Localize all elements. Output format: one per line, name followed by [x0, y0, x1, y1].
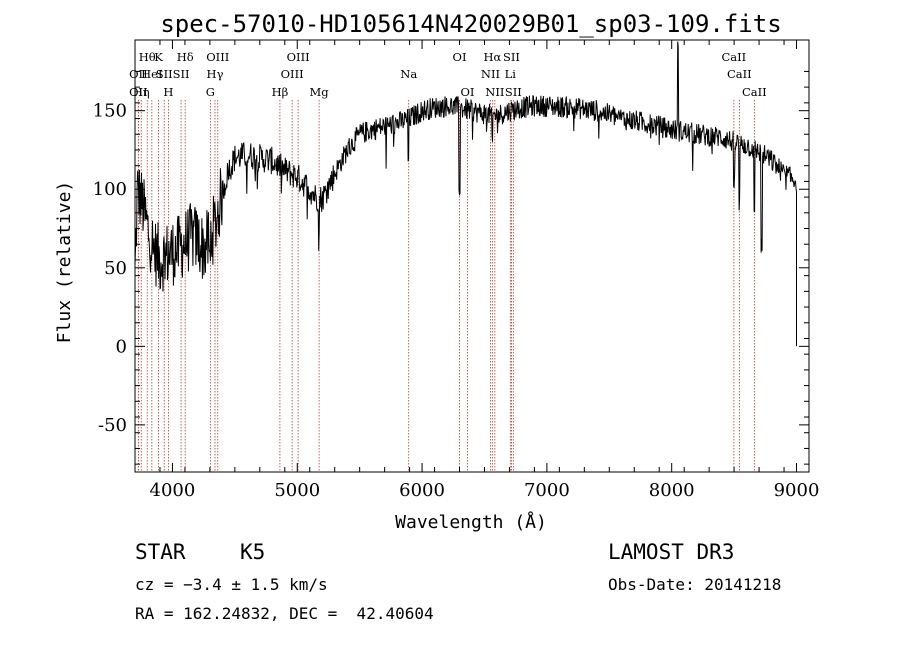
line-marker-label: CaII: [727, 67, 752, 81]
y-tick-label: -50: [98, 415, 127, 436]
line-marker-label: HeI: [141, 67, 162, 81]
spectrum-chart: spec-57010-HD105614N420029B01_sp03-109.f…: [54, 10, 820, 533]
object-class: STAR: [135, 540, 186, 564]
line-marker-label: H: [163, 85, 173, 99]
line-marker-label: OIII: [281, 67, 304, 81]
line-marker-label: SII: [173, 67, 190, 81]
line-marker-label: Na: [400, 67, 417, 81]
line-marker-label: NII: [481, 67, 500, 81]
line-marker-label: Hη: [133, 85, 150, 99]
line-marker-label: SII: [156, 67, 173, 81]
x-tick-label: 7000: [524, 480, 570, 501]
line-marker-label: SII: [503, 50, 520, 64]
line-marker-label: CaII: [742, 85, 767, 99]
line-marker-label: OIII: [287, 50, 310, 64]
line-marker-label: Li: [505, 67, 517, 81]
line-marker-label: K: [154, 50, 163, 64]
survey-name: LAMOST DR3: [608, 540, 735, 564]
line-marker-label: OIII: [206, 50, 229, 64]
x-axis-label: Wavelength (Å): [395, 511, 547, 533]
line-marker-label: OII: [129, 85, 148, 99]
y-tick-label: 0: [116, 336, 127, 357]
line-marker-label: CaII: [721, 50, 746, 64]
spectrum-layer: [134, 41, 797, 347]
coordinates: RA = 162.24832, DEC = 42.40604: [135, 604, 434, 623]
y-tick-label: 50: [104, 258, 127, 279]
tick-layer: 4000 5000 6000 7000 8000 9000 -50 0 50 100 150: [93, 40, 820, 501]
line-marker-label: Hθ: [139, 50, 156, 64]
chart-title: spec-57010-HD105614N420029B01_sp03-109.f…: [160, 10, 781, 38]
line-marker-label: NII: [485, 85, 504, 99]
y-axis-label: Flux (relative): [54, 181, 75, 344]
line-marker-label: OI: [453, 50, 467, 64]
line-marker-label: G: [206, 85, 215, 99]
redshift-cz: cz = −3.4 ± 1.5 km/s: [135, 575, 328, 594]
line-marker-layer: OIIHηHθOIIHeIKSIIHHδSIIGHγOIIIHβOIIIOIII…: [129, 50, 767, 472]
line-marker-label: Hγ: [207, 67, 224, 81]
spectrum-line: [134, 41, 797, 347]
line-marker-label: SII: [505, 85, 522, 99]
x-tick-label: 6000: [399, 480, 445, 501]
line-marker-label: Hδ: [177, 50, 194, 64]
y-tick-label: 150: [93, 101, 127, 122]
observation-date: Obs-Date: 20141218: [608, 575, 782, 594]
line-marker-label: Hα: [483, 50, 501, 64]
x-tick-label: 4000: [150, 480, 196, 501]
line-marker-label: OI: [461, 85, 475, 99]
line-marker-label: Hβ: [272, 85, 289, 99]
x-tick-label: 9000: [774, 480, 820, 501]
y-tick-label: 100: [93, 179, 127, 200]
x-tick-label: 8000: [649, 480, 695, 501]
line-marker-label: OII: [129, 67, 148, 81]
line-marker-label: Mg: [310, 85, 330, 99]
subclass: K5: [240, 540, 266, 564]
plot-frame: [134, 39, 810, 473]
x-tick-label: 5000: [274, 480, 320, 501]
